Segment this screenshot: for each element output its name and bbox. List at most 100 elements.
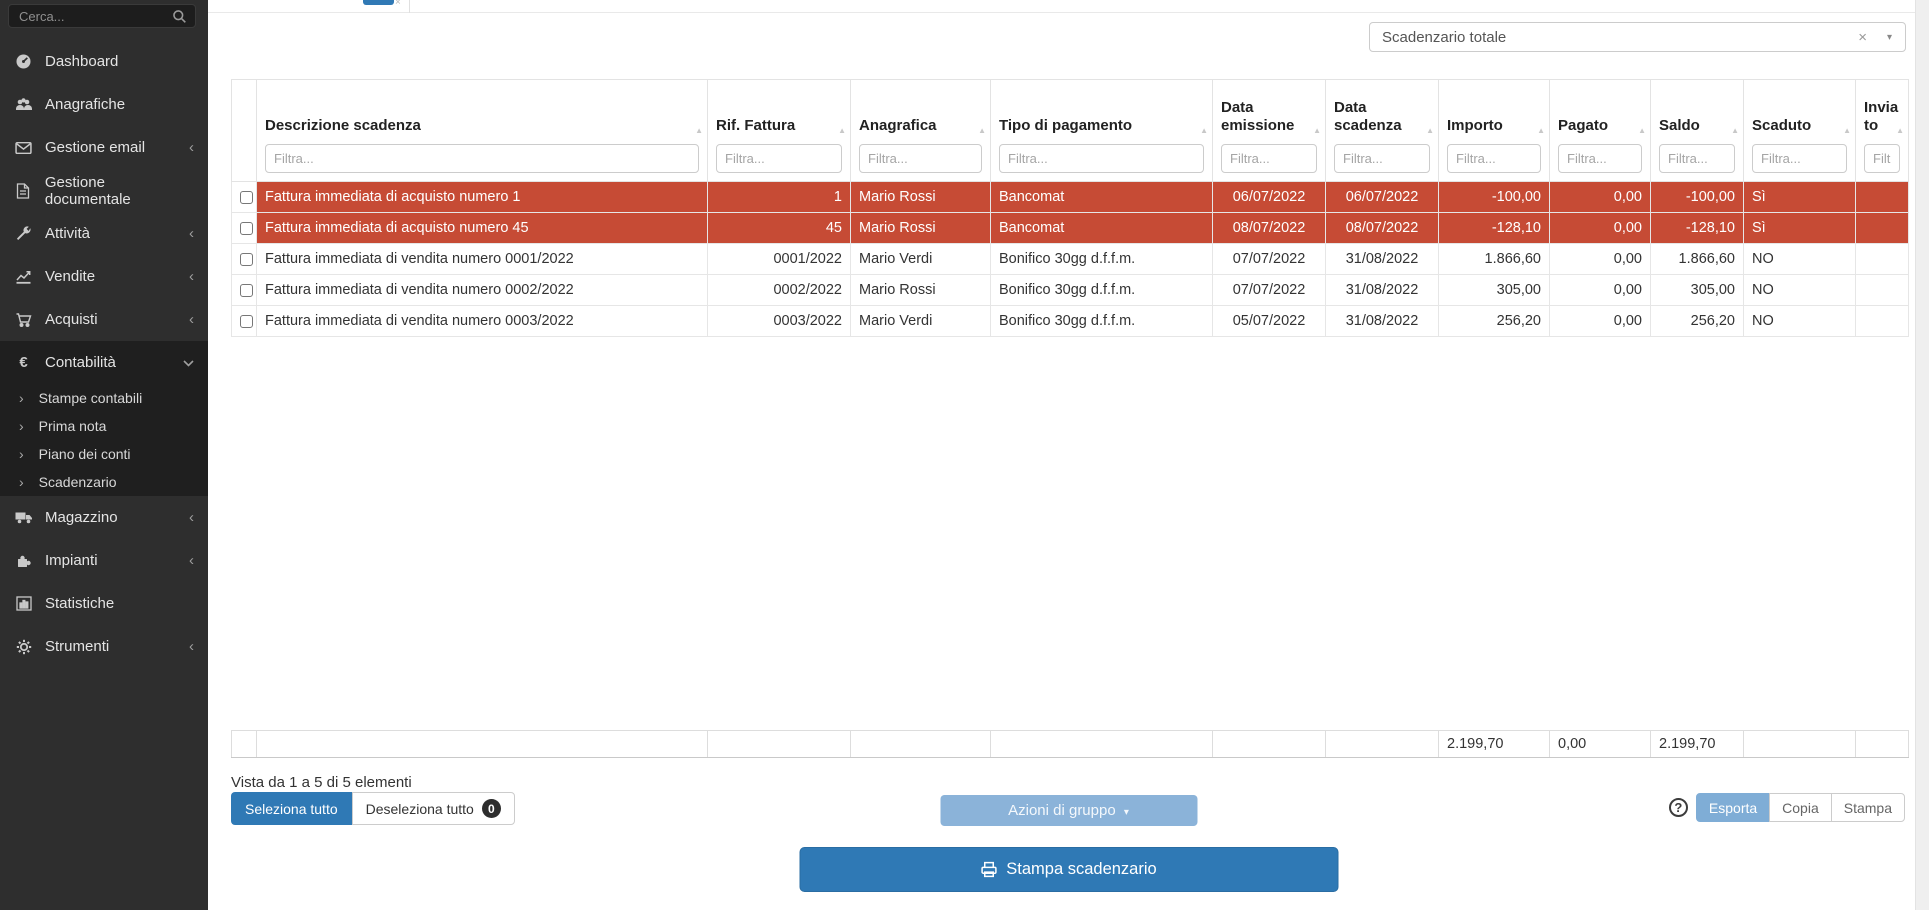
totals-cell bbox=[1325, 730, 1439, 758]
sort-icon[interactable]: ▲ bbox=[1843, 126, 1851, 135]
header-checkbox-cell bbox=[231, 79, 257, 182]
export-button[interactable]: Esporta bbox=[1695, 793, 1771, 822]
table-row[interactable]: Fattura immediata di vendita numero 0001… bbox=[231, 243, 1909, 275]
sidebar-item-prima-nota[interactable]: › Prima nota bbox=[0, 412, 208, 440]
column-header[interactable]: Tipo di pagamento ▲ bbox=[990, 79, 1213, 182]
sidebar-item-piano-dei-conti[interactable]: › Piano dei conti bbox=[0, 440, 208, 468]
row-checkbox[interactable] bbox=[240, 283, 253, 297]
table-cell: Fattura immediata di acquisto numero 45 bbox=[256, 212, 708, 244]
column-header-label: Tipo di pagamento bbox=[999, 117, 1133, 135]
sidebar-item-contabilita[interactable]: € Contabilità bbox=[0, 341, 208, 384]
sort-icon[interactable]: ▲ bbox=[1200, 126, 1208, 135]
table-row[interactable]: Fattura immediata di vendita numero 0003… bbox=[231, 305, 1909, 337]
row-checkbox[interactable] bbox=[240, 190, 253, 204]
sort-icon[interactable]: ▲ bbox=[1896, 126, 1904, 135]
sidebar-item-acquisti[interactable]: Acquisti ‹ bbox=[0, 298, 208, 341]
row-checkbox[interactable] bbox=[240, 221, 253, 235]
table-row[interactable]: Fattura immediata di acquisto numero 45 4… bbox=[231, 212, 1909, 244]
column-header-label: Anagrafica bbox=[859, 117, 937, 135]
sort-icon[interactable]: ▲ bbox=[1638, 126, 1646, 135]
column-filter-input[interactable] bbox=[265, 144, 699, 173]
gear-icon bbox=[14, 639, 33, 655]
schedule-type-select[interactable]: Scadenzario totale × ▾ bbox=[1369, 22, 1906, 52]
copy-button[interactable]: Copia bbox=[1769, 793, 1832, 822]
column-filter-input[interactable] bbox=[1864, 144, 1900, 173]
sidebar-item-stampe-contabili[interactable]: › Stampe contabili bbox=[0, 384, 208, 412]
sort-icon[interactable]: ▲ bbox=[1537, 126, 1545, 135]
column-header[interactable]: Rif. Fattura ▲ bbox=[707, 79, 851, 182]
select-all-button[interactable]: Seleziona tutto bbox=[231, 792, 352, 825]
bar-chart-icon bbox=[14, 596, 33, 611]
column-filter-input[interactable] bbox=[1659, 144, 1735, 173]
column-filter-input[interactable] bbox=[716, 144, 842, 173]
chevron-down-icon bbox=[183, 354, 194, 371]
group-actions-button[interactable]: Azioni di gruppo ▾ bbox=[940, 795, 1197, 826]
row-checkbox[interactable] bbox=[240, 252, 253, 266]
table-cell: Mario Rossi bbox=[850, 274, 991, 306]
column-filter-input[interactable] bbox=[859, 144, 982, 173]
sidebar-item-statistiche[interactable]: Statistiche bbox=[0, 582, 208, 625]
sidebar-item-attivita[interactable]: Attività ‹ bbox=[0, 212, 208, 255]
tab-close-icon[interactable]: × bbox=[395, 0, 401, 8]
column-filter-input[interactable] bbox=[1221, 144, 1317, 173]
sort-icon[interactable]: ▲ bbox=[1313, 126, 1321, 135]
column-header[interactable]: Scaduto ▲ bbox=[1743, 79, 1856, 182]
sidebar-item-magazzino[interactable]: Magazzino ‹ bbox=[0, 496, 208, 539]
sidebar-item-impianti[interactable]: Impianti ‹ bbox=[0, 539, 208, 582]
sort-icon[interactable]: ▲ bbox=[978, 126, 986, 135]
count-badge: 0 bbox=[481, 799, 501, 818]
clear-icon[interactable]: × bbox=[1858, 28, 1867, 46]
active-tab-remnant[interactable] bbox=[363, 0, 394, 5]
column-filter-input[interactable] bbox=[1752, 144, 1847, 173]
table-cell bbox=[1855, 274, 1909, 306]
column-header-label: Data scadenza bbox=[1334, 98, 1402, 135]
column-header[interactable]: Saldo ▲ bbox=[1650, 79, 1744, 182]
sidebar-item-dashboard[interactable]: Dashboard bbox=[0, 40, 208, 83]
sort-icon[interactable]: ▲ bbox=[1426, 126, 1434, 135]
column-filter-input[interactable] bbox=[1447, 144, 1541, 173]
column-header[interactable]: Importo ▲ bbox=[1438, 79, 1550, 182]
sidebar-item-strumenti[interactable]: Strumenti ‹ bbox=[0, 625, 208, 668]
chevron-down-icon[interactable]: ▾ bbox=[1886, 31, 1892, 43]
table-cell: Fattura immediata di acquisto numero 1 bbox=[256, 181, 708, 213]
column-filter-input[interactable] bbox=[999, 144, 1204, 173]
search-input[interactable] bbox=[17, 7, 172, 25]
sort-icon[interactable]: ▲ bbox=[838, 126, 846, 135]
help-icon[interactable]: ? bbox=[1668, 798, 1688, 817]
column-filter-input[interactable] bbox=[1334, 144, 1430, 173]
column-header[interactable]: Pagato ▲ bbox=[1549, 79, 1651, 182]
sidebar-item-label: Vendite bbox=[45, 268, 96, 285]
column-header[interactable]: Data scadenza ▲ bbox=[1325, 79, 1439, 182]
table-row[interactable]: Fattura immediata di vendita numero 0002… bbox=[231, 274, 1909, 306]
sort-icon[interactable]: ▲ bbox=[1731, 126, 1739, 135]
column-filter-input[interactable] bbox=[1558, 144, 1642, 173]
sidebar-item-vendite[interactable]: Vendite ‹ bbox=[0, 255, 208, 298]
sidebar-item-scadenzario[interactable]: › Scadenzario bbox=[0, 468, 208, 496]
sidebar-item-anagrafiche[interactable]: Anagrafiche bbox=[0, 83, 208, 126]
chevron-left-icon: ‹ bbox=[189, 311, 194, 328]
chevron-left-icon: ‹ bbox=[189, 139, 194, 156]
column-header[interactable]: Descrizione scadenza ▲ bbox=[256, 79, 708, 182]
sidebar-search[interactable] bbox=[8, 4, 196, 28]
print-schedule-button[interactable]: Stampa scadenzario bbox=[799, 847, 1338, 892]
column-header[interactable]: Data emissione ▲ bbox=[1212, 79, 1326, 182]
sidebar-subitem-label: Stampe contabili bbox=[38, 390, 143, 406]
deselect-all-button[interactable]: Deseleziona tutto 0 bbox=[351, 792, 515, 825]
sidebar-item-gestione-email[interactable]: Gestione email ‹ bbox=[0, 126, 208, 169]
sidebar-item-gestione-documentale[interactable]: Gestione documentale bbox=[0, 169, 208, 212]
table-cell: Mario Rossi bbox=[850, 181, 991, 213]
column-header[interactable]: Inviato ▲ bbox=[1855, 79, 1909, 182]
sort-icon[interactable]: ▲ bbox=[695, 126, 703, 135]
totals-cell bbox=[231, 730, 257, 758]
schedule-table-area: Descrizione scadenza ▲ Rif. Fattura ▲ An… bbox=[231, 79, 1909, 337]
column-header[interactable]: Anagrafica ▲ bbox=[850, 79, 991, 182]
scrollbar[interactable] bbox=[1915, 0, 1929, 910]
column-header-label: Descrizione scadenza bbox=[265, 117, 421, 135]
print-button[interactable]: Stampa bbox=[1830, 793, 1905, 822]
wrench-icon bbox=[14, 225, 33, 242]
table-cell: Bonifico 30gg d.f.f.m. bbox=[990, 243, 1213, 275]
sidebar-subitem-label: Scadenzario bbox=[38, 474, 117, 490]
row-checkbox[interactable] bbox=[240, 314, 253, 328]
chevron-right-icon: › bbox=[19, 390, 24, 406]
